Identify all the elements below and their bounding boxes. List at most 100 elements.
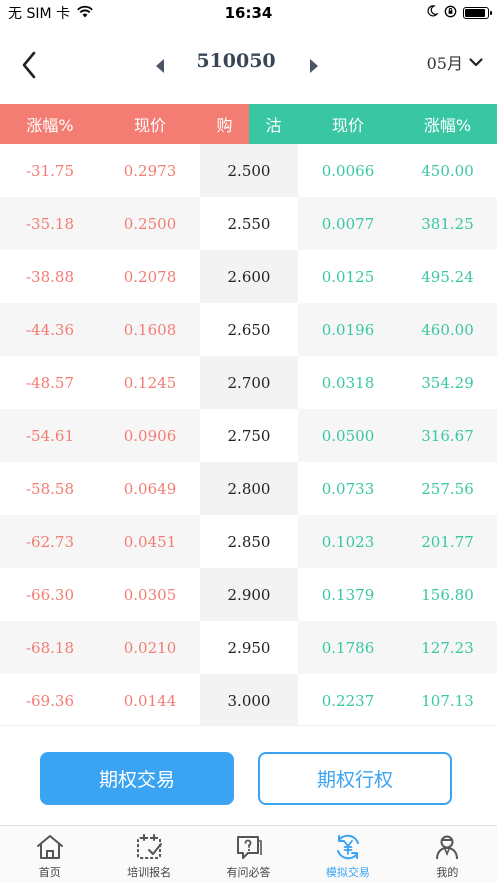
put-change-cell[interactable]: 316.67: [421, 426, 474, 445]
put-change-cell[interactable]: 201.77: [421, 532, 474, 551]
put-change-cell[interactable]: 127.23: [421, 638, 474, 657]
option-row[interactable]: -38.88 0.2078 2.600 0.0125 495.24: [0, 250, 497, 303]
home-icon: [34, 832, 66, 862]
put-change-cell[interactable]: 107.13: [421, 691, 474, 710]
option-row[interactable]: -69.36 0.0144 3.000 0.2237 107.13: [0, 674, 497, 727]
call-price-cell[interactable]: 0.0144: [123, 691, 177, 710]
status-left: 无 SIM 卡: [8, 3, 94, 23]
header-call-price: 现价: [100, 104, 200, 144]
call-change-cell[interactable]: -48.57: [25, 373, 74, 392]
tab-mine[interactable]: 我的: [398, 826, 497, 883]
put-change-cell[interactable]: 495.24: [421, 267, 474, 286]
put-price-cell[interactable]: 0.0077: [321, 214, 375, 233]
underlying-code: 510050: [196, 50, 276, 72]
put-change-cell[interactable]: 156.80: [421, 585, 474, 604]
nav-bar: 510050 05月: [0, 26, 497, 104]
strike-price-cell: 2.500: [200, 144, 298, 197]
put-price-cell[interactable]: 0.1379: [321, 585, 375, 604]
call-change-cell[interactable]: -66.30: [25, 585, 74, 604]
options-table-body: -31.75 0.2973 2.500 0.0066 450.00 -35.18 0.250…: [0, 144, 497, 727]
strike-price-cell: 2.550: [200, 197, 298, 250]
options-table-header: 涨幅% 现价 购 沽 现价 涨幅%: [0, 104, 497, 144]
header-call: 购: [200, 104, 249, 144]
option-row[interactable]: -48.57 0.1245 2.700 0.0318 354.29: [0, 356, 497, 409]
call-price-cell[interactable]: 0.2500: [123, 214, 177, 233]
call-change-cell[interactable]: -44.36: [25, 320, 74, 339]
strike-price-cell: 3.000: [200, 674, 298, 727]
option-trade-button[interactable]: 期权交易: [40, 752, 234, 805]
call-price-cell[interactable]: 0.2973: [123, 161, 177, 180]
calendar-check-icon: [133, 832, 165, 862]
call-change-cell[interactable]: -58.58: [25, 479, 74, 498]
put-price-cell[interactable]: 0.0196: [321, 320, 375, 339]
tab-qa[interactable]: 有问必答: [199, 826, 298, 883]
put-price-cell[interactable]: 0.0125: [321, 267, 375, 286]
call-price-cell[interactable]: 0.0649: [123, 479, 177, 498]
tab-bar: 首页 培训报名 有问必答 模拟交易 我的: [0, 825, 497, 883]
header-call-change: 涨幅%: [0, 104, 100, 144]
call-price-cell[interactable]: 0.0305: [123, 585, 177, 604]
status-right: [426, 5, 492, 22]
option-row[interactable]: -44.36 0.1608 2.650 0.0196 460.00: [0, 303, 497, 356]
next-underlying-button[interactable]: [304, 54, 324, 78]
chevron-left-icon: [22, 51, 36, 79]
header-put: 沽: [249, 104, 298, 144]
put-price-cell[interactable]: 0.1786: [321, 638, 375, 657]
option-row[interactable]: -68.18 0.0210 2.950 0.1786 127.23: [0, 621, 497, 674]
tab-label-simulated-trading: 模拟交易: [325, 866, 370, 879]
battery-icon: [463, 7, 492, 19]
back-button[interactable]: [14, 48, 44, 82]
moon-icon: [426, 5, 439, 21]
put-change-cell[interactable]: 450.00: [421, 161, 474, 180]
call-change-cell[interactable]: -62.73: [25, 532, 74, 551]
month-label: 05月: [426, 54, 463, 73]
previous-underlying-button[interactable]: [150, 54, 170, 78]
option-exercise-button[interactable]: 期权行权: [258, 752, 452, 805]
tab-home[interactable]: 首页: [0, 826, 99, 883]
option-row[interactable]: -31.75 0.2973 2.500 0.0066 450.00: [0, 144, 497, 197]
option-row[interactable]: -35.18 0.2500 2.550 0.0077 381.25: [0, 197, 497, 250]
yuan-exchange-icon: [332, 832, 364, 862]
option-row[interactable]: -62.73 0.0451 2.850 0.1023 201.77: [0, 515, 497, 568]
call-change-cell[interactable]: -68.18: [25, 638, 74, 657]
put-price-cell[interactable]: 0.0733: [321, 479, 375, 498]
header-put-price: 现价: [298, 104, 398, 144]
option-row[interactable]: -58.58 0.0649 2.800 0.0733 257.56: [0, 462, 497, 515]
put-price-cell[interactable]: 0.0318: [321, 373, 375, 392]
put-price-cell[interactable]: 0.0500: [321, 426, 375, 445]
put-price-cell[interactable]: 0.2237: [321, 691, 375, 710]
tab-training[interactable]: 培训报名: [99, 826, 198, 883]
put-change-cell[interactable]: 354.29: [421, 373, 474, 392]
carrier-label: 无 SIM 卡: [8, 6, 70, 22]
strike-price-cell: 2.700: [200, 356, 298, 409]
call-price-cell[interactable]: 0.0451: [123, 532, 177, 551]
strike-price-cell: 2.650: [200, 303, 298, 356]
put-change-cell[interactable]: 381.25: [421, 214, 474, 233]
chevron-down-icon: [469, 57, 483, 66]
tab-simulated-trading[interactable]: 模拟交易: [298, 826, 397, 883]
strike-price-cell: 2.800: [200, 462, 298, 515]
month-dropdown[interactable]: 05月: [427, 50, 483, 74]
strike-price-cell: 2.950: [200, 621, 298, 674]
option-row[interactable]: -66.30 0.0305 2.900 0.1379 156.80: [0, 568, 497, 621]
put-price-cell[interactable]: 0.0066: [321, 161, 375, 180]
call-price-cell[interactable]: 0.0906: [123, 426, 177, 445]
call-change-cell[interactable]: -35.18: [25, 214, 74, 233]
put-change-cell[interactable]: 257.56: [421, 479, 474, 498]
call-change-cell[interactable]: -38.88: [25, 267, 74, 286]
strike-price-cell: 2.750: [200, 409, 298, 462]
triangle-right-icon: [310, 59, 318, 73]
put-change-cell[interactable]: 460.00: [421, 320, 474, 339]
strike-price-cell: 2.850: [200, 515, 298, 568]
call-price-cell[interactable]: 0.1245: [123, 373, 177, 392]
call-change-cell[interactable]: -31.75: [25, 161, 74, 180]
tab-label-home: 首页: [38, 866, 61, 879]
call-price-cell[interactable]: 0.0210: [123, 638, 177, 657]
put-price-cell[interactable]: 0.1023: [321, 532, 375, 551]
call-change-cell[interactable]: -69.36: [25, 691, 74, 710]
call-price-cell[interactable]: 0.2078: [123, 267, 177, 286]
call-price-cell[interactable]: 0.1608: [123, 320, 177, 339]
call-change-cell[interactable]: -54.61: [25, 426, 74, 445]
option-row[interactable]: -54.61 0.0906 2.750 0.0500 316.67: [0, 409, 497, 462]
triangle-left-icon: [156, 59, 164, 73]
